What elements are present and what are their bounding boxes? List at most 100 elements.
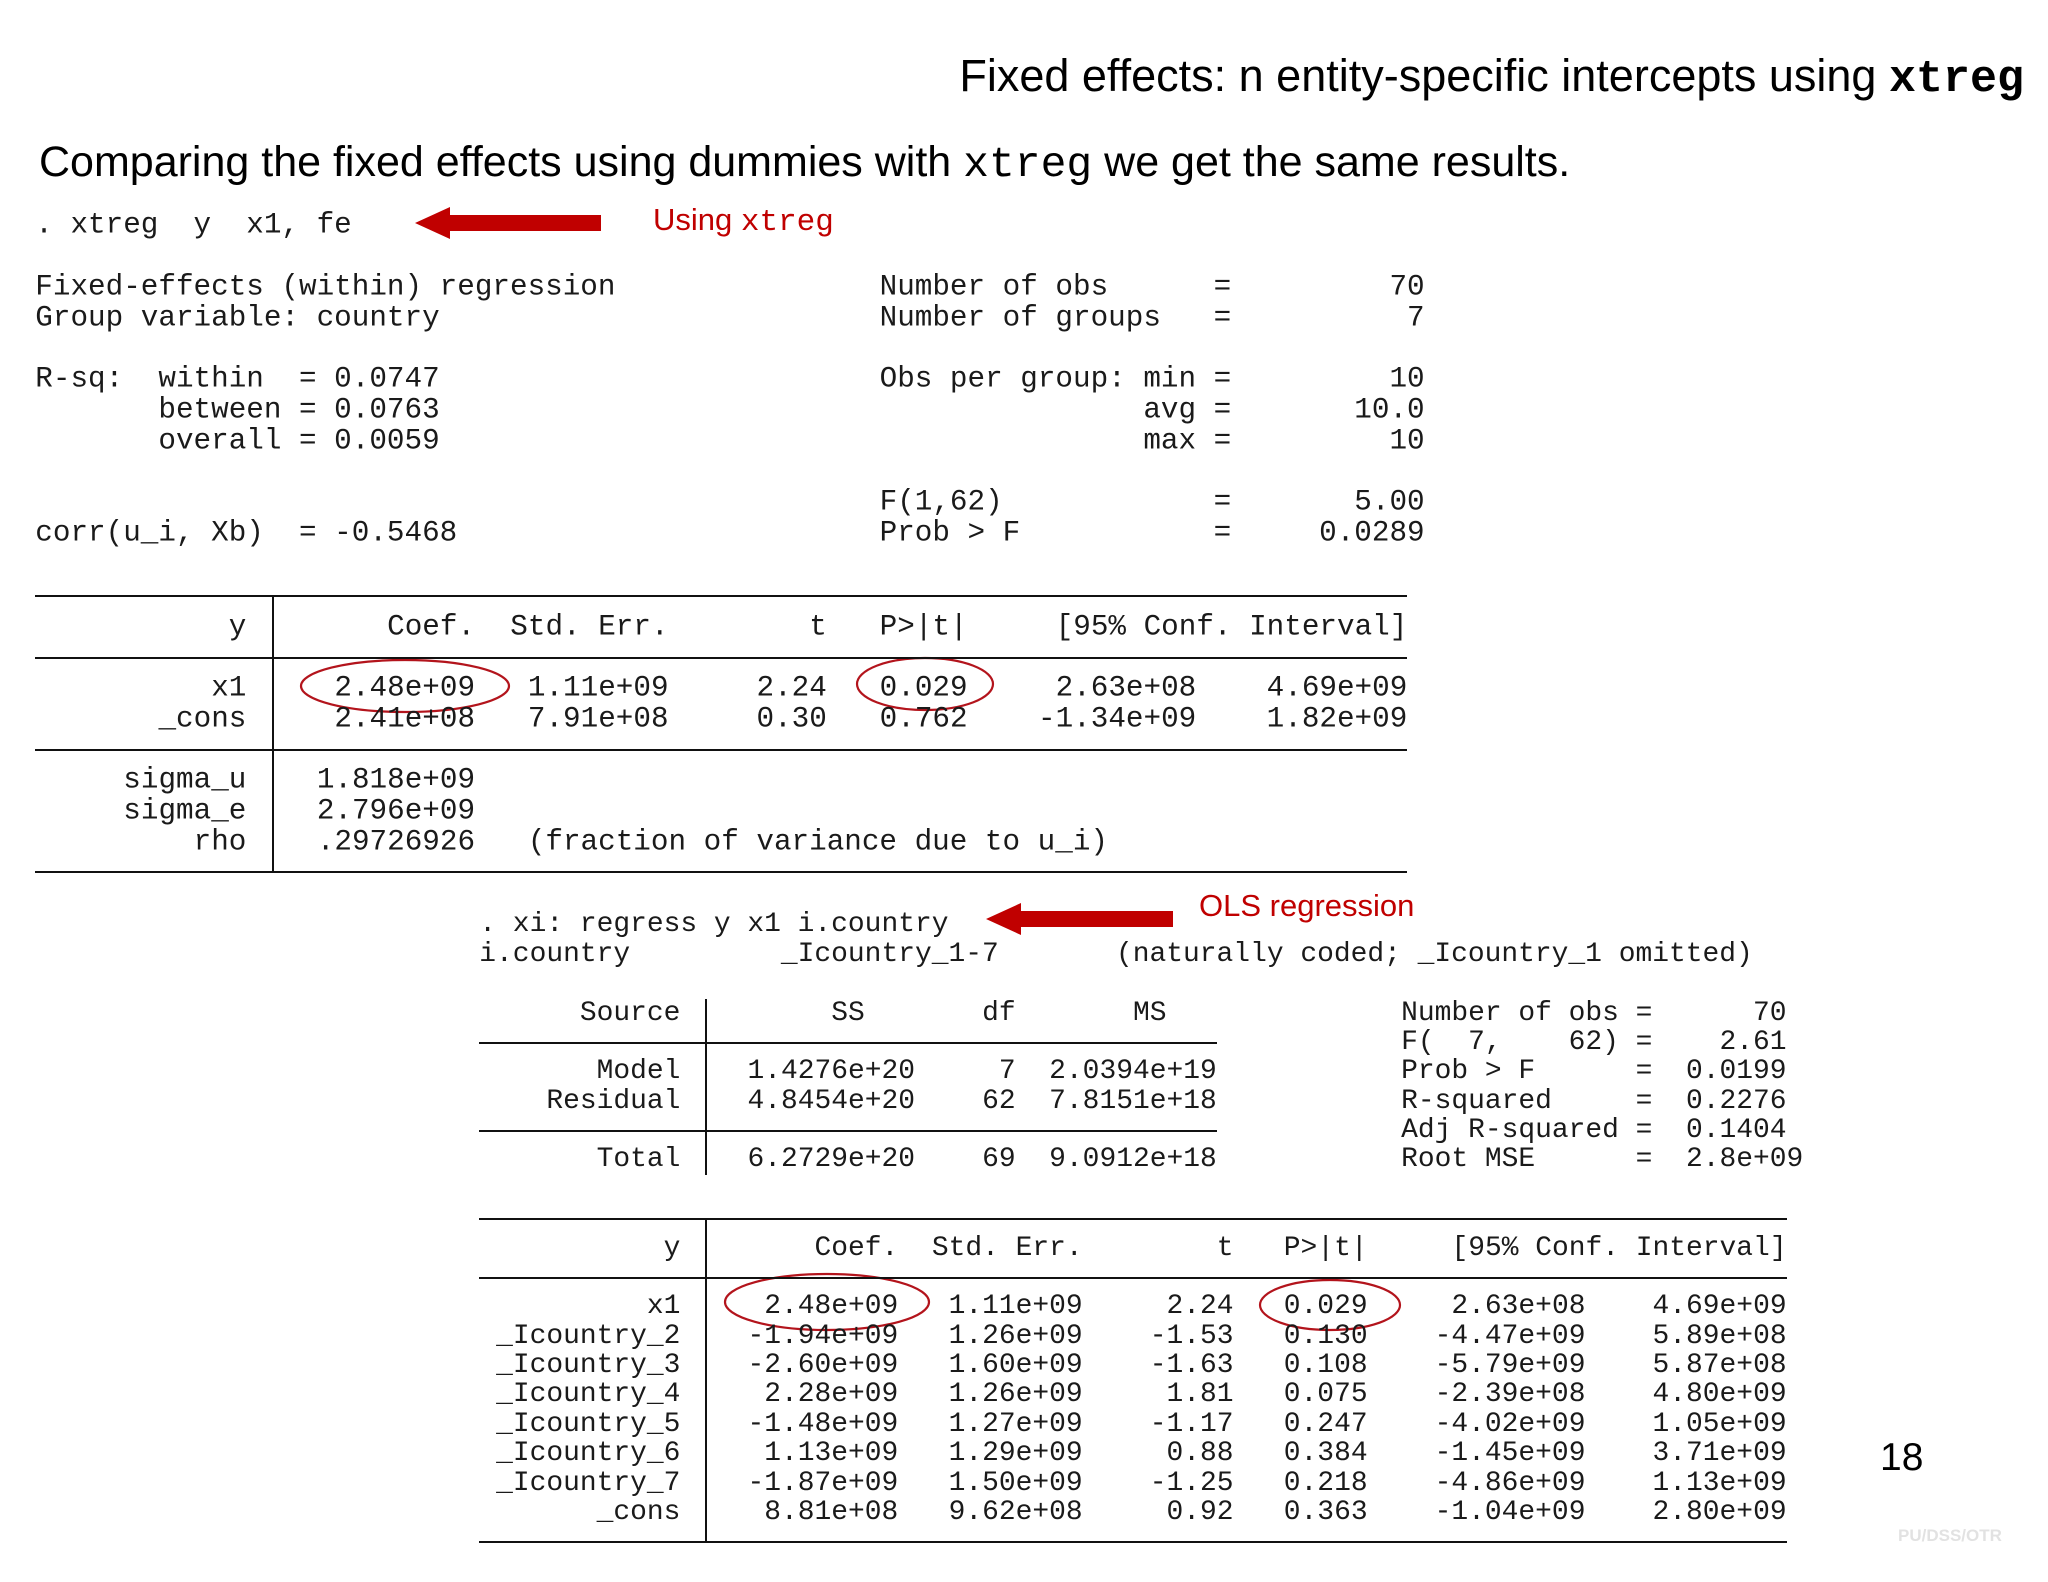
table-cell: -1.34e+09 — [1038, 702, 1197, 736]
table-divider — [271, 596, 274, 873]
summary-line: overall = 0.0059 — [35, 424, 440, 458]
row-label: Residual — [546, 1085, 681, 1117]
summary-line: corr(u_i, Xb) = -0.5468 — [35, 516, 458, 550]
page-number: 18 — [1880, 1436, 1924, 1479]
summary-stat: Number of groups = 7 — [879, 301, 1425, 335]
table-cell: 2.24 — [756, 671, 827, 705]
summary-line: Fixed-effects (within) regression — [35, 270, 616, 304]
annotation: Using xtreg — [653, 202, 834, 240]
table-cell: -1.94e+09 — [747, 1320, 899, 1352]
arrow — [415, 207, 601, 239]
table-cell: -1.48e+09 — [747, 1408, 899, 1440]
column-header: df — [982, 997, 1016, 1029]
column-header: Coef. — [814, 1232, 899, 1264]
annotation: OLS regression — [1199, 888, 1415, 923]
column-header: t — [1216, 1232, 1234, 1264]
column-header: Source — [579, 997, 681, 1029]
table-rule — [479, 1541, 1787, 1544]
table-cell: 69 — [982, 1144, 1016, 1176]
table-cell: -4.47e+09 — [1434, 1320, 1586, 1352]
table-cell: 1.13e+09 — [764, 1438, 899, 1470]
column-header: Std. Err. — [931, 1232, 1083, 1264]
table-cell: 1.818e+09 — [316, 763, 476, 797]
table-cell: -1.17 — [1149, 1408, 1234, 1440]
table-cell: 0.075 — [1283, 1379, 1368, 1411]
table-cell: 0.130 — [1283, 1320, 1368, 1352]
table-cell: 4.80e+09 — [1652, 1379, 1787, 1411]
column-header: P>|t| — [1283, 1232, 1368, 1264]
table-cell: 2.41e+08 — [334, 702, 476, 736]
table-cell: .29726926 — [316, 825, 476, 859]
row-label: _Icountry_4 — [496, 1379, 681, 1411]
table-cell: -1.45e+09 — [1434, 1438, 1586, 1470]
table-cell: 2.63e+08 — [1451, 1291, 1586, 1323]
table-cell: 0.384 — [1283, 1438, 1368, 1470]
table-cell: 1.05e+09 — [1652, 1408, 1787, 1440]
table-cell: -1.53 — [1149, 1320, 1234, 1352]
table-cell: 2.48e+09 — [334, 671, 476, 705]
row-label: _Icountry_6 — [496, 1438, 681, 1470]
row-label: sigma_u — [123, 763, 247, 797]
summary-stat: max = 10 — [879, 424, 1425, 458]
table-rule — [35, 871, 1408, 874]
stata-output-line: i.country _Icountry_1-7 (naturally coded… — [479, 938, 1753, 970]
row-label: x1 — [646, 1291, 681, 1323]
table-cell: -2.60e+09 — [747, 1350, 899, 1382]
table-cell: 0.108 — [1283, 1350, 1368, 1382]
row-label: Model — [596, 1056, 681, 1088]
column-header: SS — [831, 997, 865, 1029]
table-cell: 2.24 — [1166, 1291, 1234, 1323]
table-cell: -4.02e+09 — [1434, 1408, 1586, 1440]
table-cell: -1.04e+09 — [1434, 1497, 1586, 1529]
table-cell: 1.60e+09 — [948, 1350, 1083, 1382]
row-label: sigma_e — [123, 794, 247, 828]
slide-title: Fixed effects: n entity-specific interce… — [959, 50, 2024, 105]
table-cell: 4.8454e+20 — [747, 1085, 916, 1117]
summary-stat: Adj R-squared = 0.1404 — [1401, 1115, 1787, 1147]
summary-stat: avg = 10.0 — [879, 393, 1425, 427]
table-cell: -1.25 — [1149, 1467, 1234, 1499]
column-header: [95% Conf. Interval] — [1451, 1232, 1787, 1264]
table-cell: 9.62e+08 — [948, 1497, 1083, 1529]
table-cell: 7 — [998, 1056, 1016, 1088]
highlight-ellipse — [723, 1272, 931, 1332]
row-label: _Icountry_7 — [496, 1467, 681, 1499]
summary-line: Group variable: country — [35, 301, 440, 335]
title-code: xtreg — [1888, 54, 2024, 105]
table-cell: 4.69e+09 — [1652, 1291, 1787, 1323]
table-cell: 4.69e+09 — [1266, 671, 1408, 705]
table-cell: 0.218 — [1283, 1467, 1368, 1499]
table-rule — [479, 1130, 1217, 1133]
row-label: _Icountry_5 — [496, 1408, 681, 1440]
row-label: x1 — [211, 671, 247, 705]
table-cell: 1.29e+09 — [948, 1438, 1083, 1470]
column-header: [95% Conf. Interval] — [1055, 610, 1408, 644]
title-text: Fixed effects: n entity-specific interce… — [959, 50, 1889, 101]
summary-stat: F(1,62) = 5.00 — [879, 485, 1425, 519]
table-cell: 1.26e+09 — [948, 1379, 1083, 1411]
table-cell: 2.0394e+19 — [1049, 1056, 1217, 1088]
summary-line: R-sq: within = 0.0747 — [35, 362, 440, 396]
table-divider — [704, 1219, 707, 1543]
table-cell: 3.71e+09 — [1652, 1438, 1787, 1470]
subtitle-text: we get the same results. — [1092, 138, 1571, 186]
table-cell: 1.4276e+20 — [747, 1056, 916, 1088]
table-cell: 0.30 — [756, 702, 827, 736]
table-divider — [704, 998, 707, 1176]
row-label: rho — [193, 825, 247, 859]
subtitle-code: xtreg — [963, 140, 1093, 189]
table-cell: 7.91e+08 — [527, 702, 669, 736]
stata-command: . xtreg y x1, fe — [35, 207, 352, 241]
column-header: MS — [1132, 997, 1167, 1029]
summary-stat: Number of obs = 70 — [879, 270, 1425, 304]
row-label: _Icountry_2 — [496, 1320, 681, 1352]
table-cell: 0.029 — [1283, 1291, 1368, 1323]
table-cell: 5.87e+08 — [1652, 1350, 1787, 1382]
arrow — [986, 903, 1173, 935]
annotation-text: Using — [653, 202, 741, 237]
table-cell: -5.79e+09 — [1434, 1350, 1586, 1382]
table-cell: 5.89e+08 — [1652, 1320, 1787, 1352]
